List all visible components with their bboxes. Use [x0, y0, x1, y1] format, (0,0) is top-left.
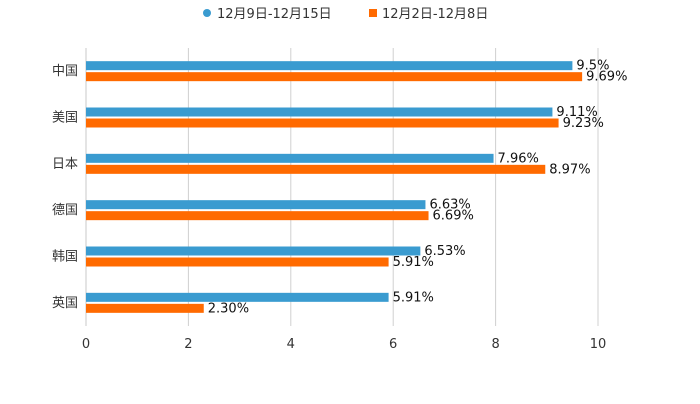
y-tick-label: 德国 [52, 203, 78, 218]
bar-series-2 [86, 164, 546, 174]
legend-label-series-1: 12月9日-12月15日 [217, 7, 332, 22]
legend: 12月9日-12月15日 12月2日-12月8日 [203, 7, 488, 22]
data-label-series-1: 5.91% [393, 290, 434, 305]
data-label-series-2: 9.69% [586, 70, 627, 85]
bar-series-1 [86, 153, 494, 163]
y-tick-label: 中国 [52, 64, 78, 79]
bar-series-1 [86, 200, 426, 210]
bar-series-1 [86, 246, 421, 256]
bar-series-2 [86, 118, 559, 128]
bar-series-1 [86, 61, 573, 71]
bars: 9.5%9.69% 9.11%9.23% 7.96% 8.97% 6.63%6.69% 6… [86, 59, 627, 316]
y-tick-label: 美国 [52, 111, 78, 126]
bar-series-2 [86, 211, 429, 221]
bar-series-1 [86, 107, 553, 117]
y-tick-label: 韩国 [52, 250, 78, 265]
legend-marker-series-2 [369, 9, 377, 17]
x-tick-label: 8 [491, 337, 499, 352]
x-axis-labels: 0 2 4 6 8 10 [82, 337, 606, 352]
x-tick-label: 10 [590, 337, 607, 352]
x-tick-label: 0 [82, 337, 90, 352]
x-tick-label: 2 [184, 337, 192, 352]
bar-series-2 [86, 257, 389, 267]
data-label-series-1: 7.96% [498, 151, 539, 166]
data-label-series-1: 6.63% [429, 198, 470, 213]
data-label-series-2: 2.30% [208, 301, 249, 316]
data-label-series-2: 8.97% [549, 162, 590, 177]
legend-marker-series-1 [203, 9, 211, 17]
y-tick-label: 英国 [52, 296, 78, 311]
bar-series-2 [86, 303, 204, 313]
legend-label-series-2: 12月2日-12月8日 [382, 7, 488, 22]
x-tick-label: 6 [389, 337, 397, 352]
bar-series-2 [86, 72, 583, 82]
data-label-series-1: 9.5% [576, 59, 609, 74]
data-label-series-1: 6.53% [424, 244, 465, 259]
y-tick-label: 日本 [52, 157, 78, 172]
x-tick-label: 4 [287, 337, 295, 352]
data-label-series-2: 6.69% [433, 209, 474, 224]
data-label-series-1: 9.11% [556, 105, 597, 120]
data-label-series-2: 5.91% [393, 255, 434, 270]
data-label-series-2: 9.23% [563, 116, 604, 131]
grid [85, 48, 599, 326]
bar-series-1 [86, 292, 389, 302]
